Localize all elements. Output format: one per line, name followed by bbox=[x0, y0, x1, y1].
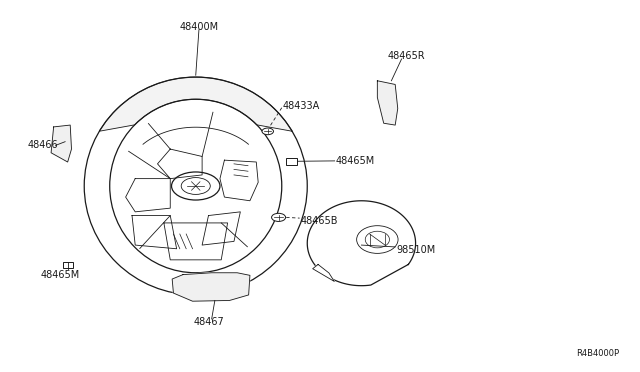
Text: 48465M: 48465M bbox=[40, 270, 79, 280]
Text: 48465B: 48465B bbox=[301, 216, 339, 226]
Text: 48465R: 48465R bbox=[387, 51, 425, 61]
FancyBboxPatch shape bbox=[63, 262, 74, 268]
Polygon shape bbox=[378, 81, 397, 125]
Polygon shape bbox=[307, 201, 415, 286]
Polygon shape bbox=[164, 223, 228, 260]
Polygon shape bbox=[125, 179, 170, 212]
Polygon shape bbox=[132, 215, 177, 249]
Polygon shape bbox=[99, 77, 292, 131]
Circle shape bbox=[262, 128, 273, 135]
Text: 48467: 48467 bbox=[193, 317, 224, 327]
Text: R4B4000P: R4B4000P bbox=[577, 349, 620, 358]
Text: 48400M: 48400M bbox=[179, 22, 218, 32]
Text: 48466: 48466 bbox=[28, 140, 58, 150]
Polygon shape bbox=[202, 212, 241, 245]
FancyBboxPatch shape bbox=[285, 158, 297, 164]
Circle shape bbox=[271, 213, 285, 221]
Text: 48465M: 48465M bbox=[336, 156, 375, 166]
Text: 48433A: 48433A bbox=[282, 100, 319, 110]
Polygon shape bbox=[313, 264, 334, 282]
Polygon shape bbox=[172, 273, 250, 301]
Polygon shape bbox=[157, 149, 202, 179]
Text: 98510M: 98510M bbox=[396, 244, 436, 254]
Polygon shape bbox=[51, 125, 72, 162]
Polygon shape bbox=[220, 160, 258, 201]
